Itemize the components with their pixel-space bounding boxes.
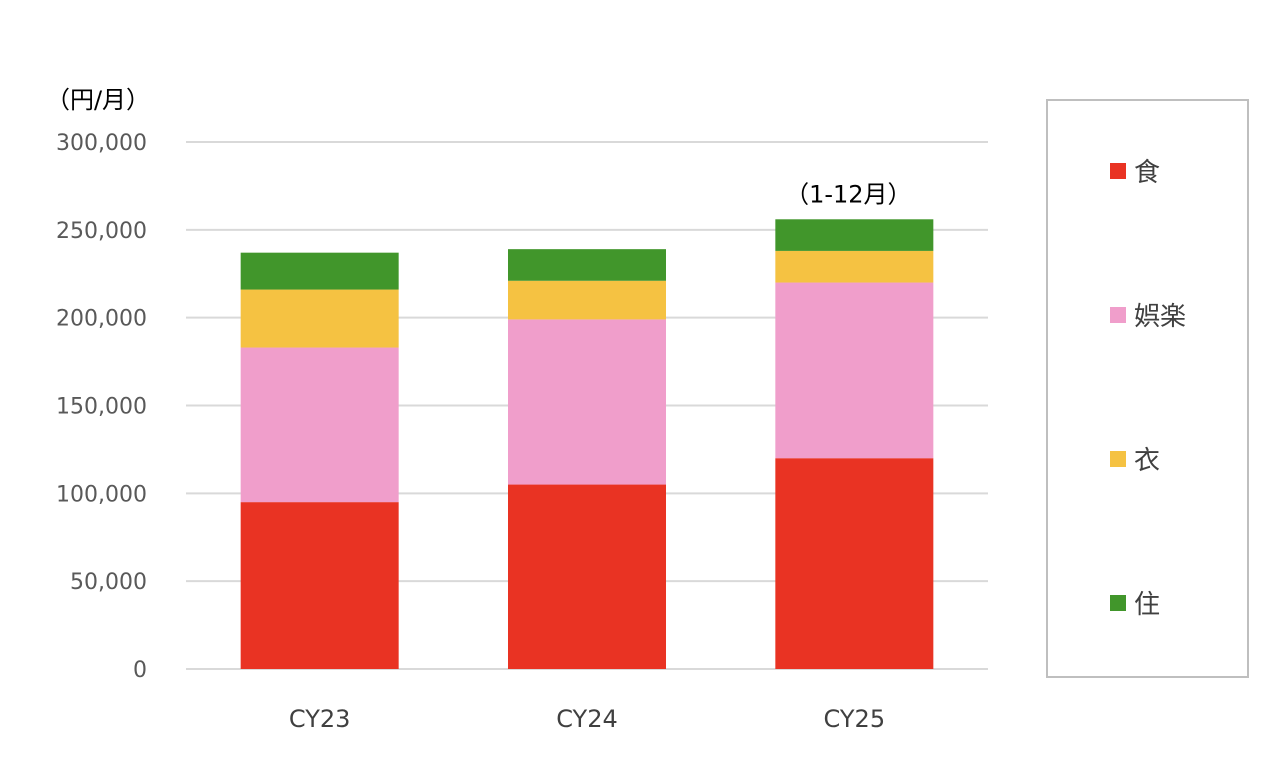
bar-segment <box>775 250 934 283</box>
legend-swatch <box>1110 307 1126 323</box>
y-tick-label: 50,000 <box>70 570 147 595</box>
bar-segment <box>775 458 934 669</box>
bar-segment <box>508 319 666 485</box>
y-tick-label: 300,000 <box>56 131 147 156</box>
legend-label: 衣 <box>1134 446 1160 476</box>
legend-label: 住 <box>1134 590 1160 620</box>
bar-segment <box>508 280 666 320</box>
x-axis: CY23 CY24 CY25 <box>289 705 885 733</box>
bar-segment <box>775 219 934 251</box>
legend-label: 娯楽 <box>1134 302 1186 332</box>
bar-segment <box>240 502 399 669</box>
y-axis-unit-label: （円/月） <box>46 86 150 114</box>
x-tick-label: CY23 <box>289 705 351 733</box>
legend-swatch <box>1110 595 1126 611</box>
x-tick-label: CY25 <box>824 705 886 733</box>
bar-segment <box>508 484 666 669</box>
legend-swatch <box>1110 163 1126 179</box>
bar-stacks <box>240 219 934 669</box>
x-tick-label: CY24 <box>556 705 618 733</box>
annotations: （1-12月） <box>785 180 911 208</box>
y-tick-label: 250,000 <box>56 219 147 244</box>
y-tick-label: 150,000 <box>56 395 147 420</box>
bar-segment <box>240 252 399 290</box>
legend-swatch <box>1110 451 1126 467</box>
bar-segment <box>240 289 399 348</box>
bar-annotation: （1-12月） <box>785 180 911 208</box>
bar-segment <box>508 249 666 281</box>
legend-box <box>1046 99 1249 678</box>
legend-label: 食 <box>1134 158 1160 188</box>
y-tick-label: 0 <box>133 658 147 683</box>
y-axis: 0 50,000 100,000 150,000 200,000 250,000 300,0… <box>56 131 147 683</box>
bar-segment <box>240 347 399 503</box>
bar-segment <box>775 282 934 459</box>
y-tick-label: 200,000 <box>56 307 147 332</box>
y-tick-label: 100,000 <box>56 482 147 507</box>
